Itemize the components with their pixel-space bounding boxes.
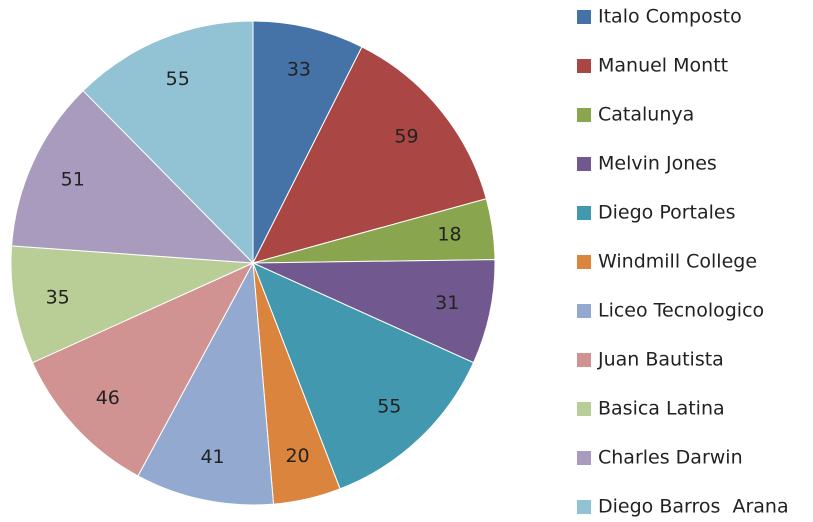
legend-label: Catalunya <box>598 104 694 126</box>
legend-label: Italo Composto <box>598 6 742 28</box>
legend-swatch <box>577 157 591 171</box>
pie-slice <box>11 89 255 264</box>
legend-swatch <box>577 500 591 514</box>
legend-swatch <box>577 10 591 24</box>
data-label: 55 <box>166 68 190 90</box>
data-label: 33 <box>287 58 311 80</box>
data-label: 18 <box>437 224 461 246</box>
data-label: 46 <box>96 387 120 409</box>
data-label: 59 <box>394 126 418 148</box>
pie-slice <box>252 262 475 490</box>
legend-swatch <box>577 108 591 122</box>
legend-label: Liceo Tecnologico <box>598 300 764 322</box>
legend-label: Charles Darwin <box>598 447 743 469</box>
pie-slice <box>10 245 254 364</box>
legend-label: Diego Barros Arana <box>598 496 789 518</box>
legend-label: Melvin Jones <box>598 153 717 175</box>
legend-swatch <box>577 451 591 465</box>
legend-label: Windmill College <box>598 251 757 273</box>
data-label: 55 <box>377 396 401 418</box>
legend-label: Diego Portales <box>598 202 736 224</box>
pie-slice <box>252 259 496 364</box>
data-label: 35 <box>46 286 70 308</box>
legend-swatch <box>577 255 591 269</box>
legend-swatch <box>577 304 591 318</box>
legend-label: Basica Latina <box>598 398 725 420</box>
legend-label: Manuel Montt <box>598 55 728 77</box>
pie-slice <box>252 20 363 264</box>
pie-slice <box>31 261 255 477</box>
pie-slice <box>252 46 487 264</box>
data-label: 51 <box>61 168 85 190</box>
legend-swatch <box>577 402 591 416</box>
legend-swatch <box>577 59 591 73</box>
legend-label: Juan Bautista <box>597 349 724 371</box>
data-label: 41 <box>200 446 224 468</box>
legend-swatch <box>577 206 591 220</box>
data-label: 31 <box>435 292 459 314</box>
pie-slice <box>137 261 275 506</box>
data-label: 20 <box>285 445 309 467</box>
pie-slice <box>82 20 254 265</box>
legend-swatch <box>577 353 591 367</box>
